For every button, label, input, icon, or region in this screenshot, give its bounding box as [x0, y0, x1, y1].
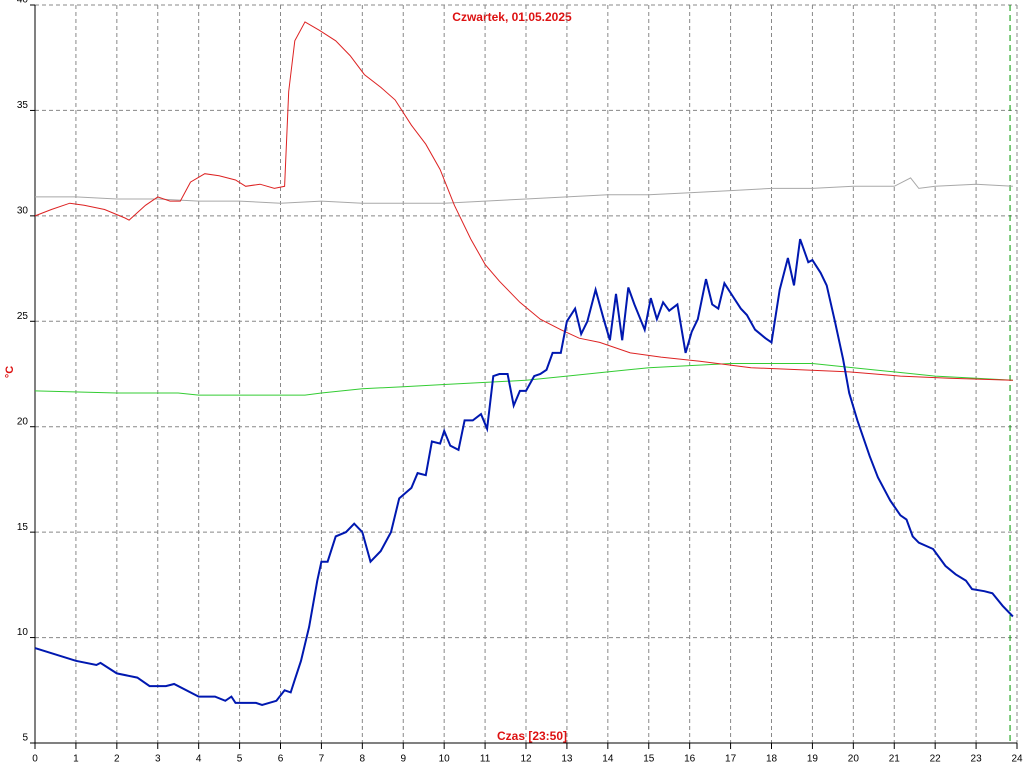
x-tick-label: 16	[684, 754, 696, 765]
x-tick-label: 10	[439, 754, 451, 765]
x-tick-label: 11	[480, 754, 491, 765]
x-tick-label: 4	[196, 754, 202, 765]
series-line	[34, 21, 1013, 381]
x-tick-label: 3	[155, 754, 161, 765]
x-tick-label: 1	[73, 754, 79, 765]
x-tick-label: 2	[114, 754, 120, 765]
x-tick-label: 19	[807, 754, 819, 765]
y-tick-label: 10	[17, 627, 29, 638]
x-tick-label: 15	[643, 754, 655, 765]
x-tick-label: 8	[360, 754, 366, 765]
x-tick-label: 12	[520, 754, 532, 765]
x-tick-label: 13	[561, 754, 573, 765]
y-tick-label: 25	[17, 311, 29, 322]
x-axis-label: Czas [23:50]	[497, 729, 567, 743]
x-tick-label: 6	[278, 754, 284, 765]
y-tick-label: 30	[17, 205, 29, 216]
x-tick-label: 9	[400, 754, 406, 765]
x-tick-label: 24	[1011, 754, 1023, 765]
x-tick-label: 0	[32, 754, 38, 765]
x-tick-label: 14	[602, 754, 614, 765]
series-line	[35, 177, 1013, 204]
x-tick-label: 5	[237, 754, 243, 765]
series-line	[34, 363, 1013, 396]
y-tick-label: 15	[17, 522, 29, 533]
y-tick-label: 20	[17, 416, 29, 427]
y-axis-label: °C	[4, 366, 16, 378]
y-tick-label: 5	[22, 733, 28, 744]
y-tick-label: 35	[17, 100, 29, 111]
x-tick-label: 7	[319, 754, 325, 765]
x-tick-label: 22	[930, 754, 942, 765]
series-line	[34, 238, 1014, 707]
x-tick-label: 17	[725, 754, 737, 765]
chart-title: Czwartek, 01.05.2025	[452, 10, 572, 24]
x-tick-label: 18	[766, 754, 778, 765]
x-tick-label: 21	[889, 754, 901, 765]
y-tick-label: 40	[17, 0, 29, 6]
x-tick-label: 20	[848, 754, 860, 765]
x-tick-label: 23	[971, 754, 983, 765]
